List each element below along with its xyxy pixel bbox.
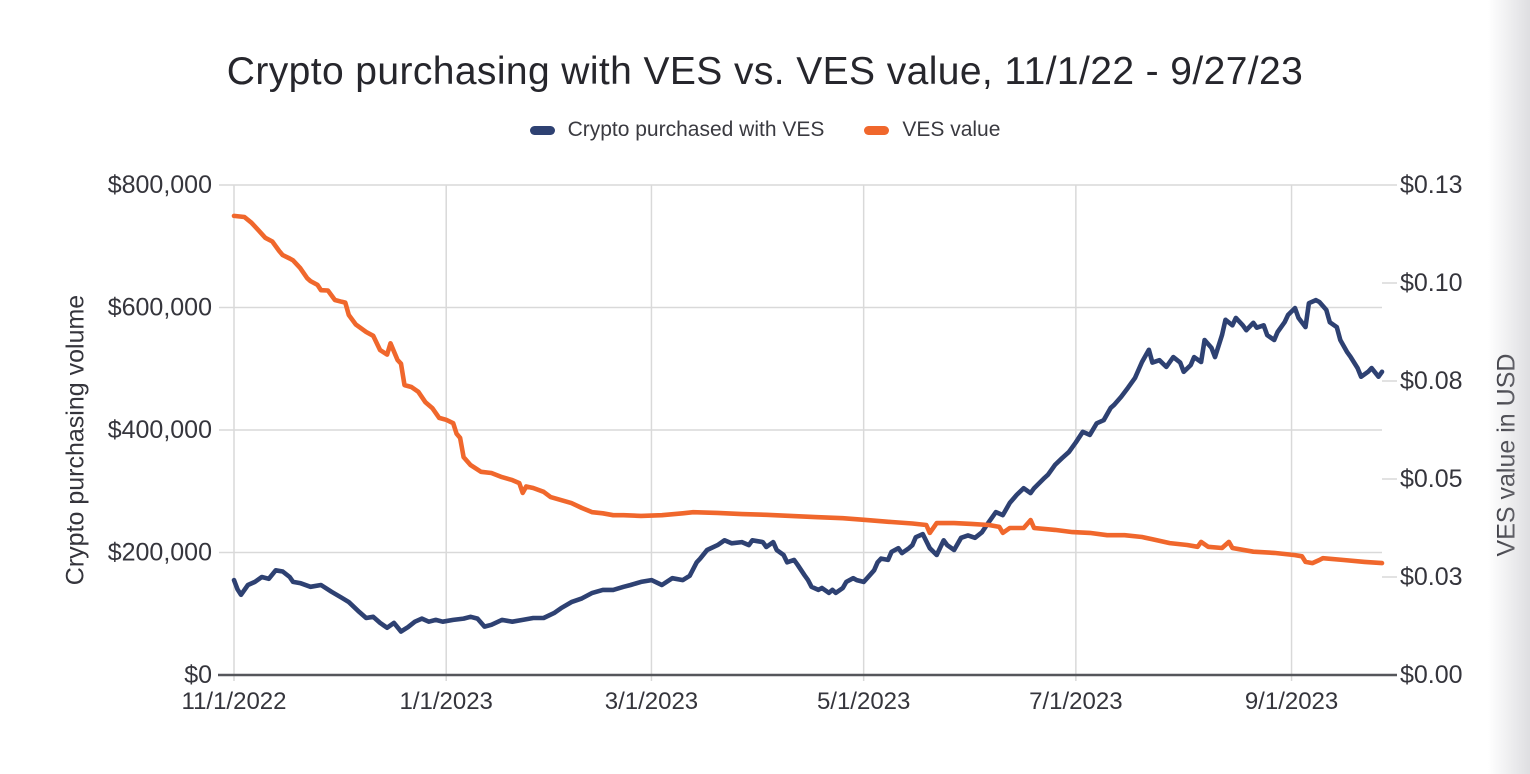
- right-tick-label: $0.08: [1400, 367, 1463, 395]
- right-tick-label: $0.00: [1400, 661, 1463, 689]
- legend-item-crypto-purchased: Crypto purchased with VES: [529, 118, 825, 142]
- gridlines-group: [219, 184, 1397, 681]
- right-tick-label: $0.10: [1400, 269, 1463, 297]
- right-tick-label: $0.03: [1400, 563, 1463, 591]
- right-tick-label: $0.13: [1400, 171, 1463, 199]
- tick-labels-group: 11/1/2022 1/1/2023 3/1/2023 5/1/2023 7/1/202…: [108, 171, 1463, 715]
- chart-title: Crypto purchasing with VES vs. VES value…: [226, 50, 1304, 93]
- left-tick-label: $400,000: [108, 416, 212, 444]
- x-tick-label: 5/1/2023: [817, 688, 910, 715]
- legend: Crypto purchased with VES VES value: [0, 118, 1530, 142]
- x-tick-label: 7/1/2023: [1029, 688, 1122, 715]
- left-tick-label: $200,000: [108, 539, 212, 567]
- legend-swatch-navy-icon: [529, 125, 555, 135]
- legend-swatch-orange-icon: [864, 125, 890, 135]
- x-tick-label: 9/1/2023: [1245, 688, 1338, 715]
- legend-label-ves-value: VES value: [902, 118, 1001, 141]
- left-tick-label: $600,000: [108, 294, 212, 322]
- series-line-1: [231, 213, 1385, 566]
- legend-item-ves-value: VES value: [864, 118, 1000, 142]
- left-tick-label: $0: [184, 661, 212, 689]
- x-tick-label: 3/1/2023: [605, 688, 698, 715]
- left-tick-label: $800,000: [108, 171, 212, 199]
- x-tick-label: 1/1/2023: [399, 688, 492, 715]
- legend-label-crypto-purchased: Crypto purchased with VES: [567, 118, 825, 141]
- series-lines-group: [231, 213, 1385, 634]
- x-tick-label: 11/1/2022: [182, 688, 287, 715]
- series-line-0: [231, 297, 1385, 634]
- right-tick-label: $0.05: [1400, 465, 1463, 493]
